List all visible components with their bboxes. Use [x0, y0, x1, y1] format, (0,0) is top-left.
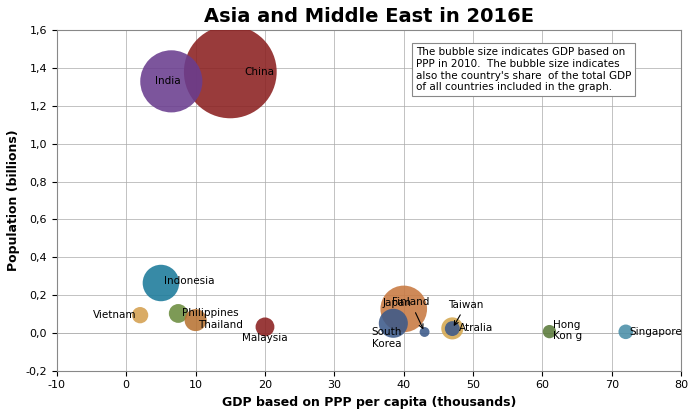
Text: The bubble size indicates GDP based on
PPP in 2010.  The bubble size indicates
a: The bubble size indicates GDP based on P…	[416, 47, 631, 92]
Point	[166, 78, 177, 85]
Point	[260, 324, 271, 330]
Point	[388, 320, 399, 327]
Text: Vietnam: Vietnam	[93, 310, 136, 320]
Point	[225, 69, 236, 75]
X-axis label: GDP based on PPP per capita (thousands): GDP based on PPP per capita (thousands)	[222, 396, 516, 409]
Point	[155, 280, 166, 286]
Text: China: China	[244, 67, 274, 77]
Point	[190, 317, 201, 323]
Text: Indonesia: Indonesia	[164, 276, 215, 286]
Point	[620, 329, 631, 335]
Point	[134, 312, 145, 319]
Point	[447, 325, 458, 332]
Point	[398, 306, 409, 312]
Text: Malaysia: Malaysia	[242, 332, 287, 342]
Point	[447, 325, 458, 332]
Text: Taiwan: Taiwan	[448, 300, 484, 325]
Text: Finland: Finland	[392, 297, 429, 328]
Text: Hong
Kon g: Hong Kon g	[553, 320, 582, 342]
Title: Asia and Middle East in 2016E: Asia and Middle East in 2016E	[204, 7, 534, 26]
Text: South
Korea: South Korea	[371, 327, 402, 349]
Text: Atralia: Atralia	[459, 323, 493, 333]
Text: Philippines: Philippines	[182, 307, 238, 317]
Text: Singapore: Singapore	[629, 327, 682, 337]
Y-axis label: Population (billions): Population (billions)	[7, 130, 20, 271]
Point	[419, 329, 430, 335]
Text: Thailand: Thailand	[198, 320, 243, 330]
Point	[544, 328, 555, 335]
Text: Japan: Japan	[382, 298, 411, 308]
Text: India: India	[155, 77, 181, 87]
Point	[173, 310, 184, 317]
